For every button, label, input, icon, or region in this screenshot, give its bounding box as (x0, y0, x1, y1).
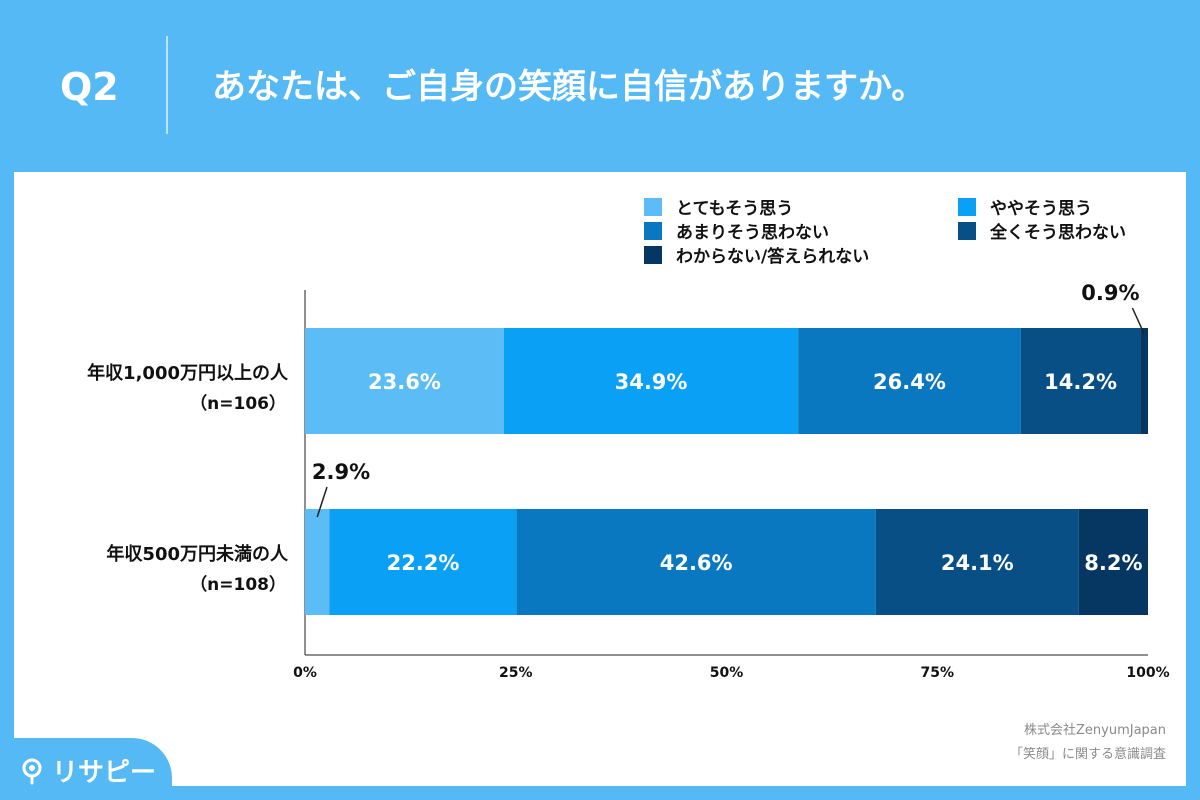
x-tick-label: 0% (293, 665, 317, 681)
data-label: 26.4% (873, 370, 946, 394)
bar-segment (875, 509, 1079, 615)
bar-segment (1020, 328, 1141, 434)
source-survey: 「笑顔」に関する意識調査 (1009, 747, 1166, 762)
question-number: Q2 (60, 65, 119, 109)
source-company: 株式会社ZenyumJapan (1024, 723, 1166, 738)
legend-swatch (644, 246, 662, 264)
data-label: 34.9% (615, 370, 688, 394)
data-label: 42.6% (660, 551, 733, 575)
legend-swatch (644, 222, 662, 240)
legend-label: あまりそう思わない (676, 223, 829, 243)
logo-tab (0, 738, 172, 800)
bar-segment (516, 509, 876, 615)
data-label: 22.2% (387, 551, 460, 575)
data-label: 24.1% (941, 551, 1014, 575)
bar-segment (798, 328, 1021, 434)
legend-swatch (958, 198, 976, 216)
logo-text: リサピー (52, 758, 157, 788)
bar-segment (305, 509, 330, 615)
x-tick-label: 25% (499, 665, 533, 681)
header: Q2 あなたは、ご自身の笑顔に自信がありますか。 (0, 0, 1200, 170)
bar-segment (1078, 509, 1148, 615)
callout-line (316, 486, 328, 518)
x-tick-label: 50% (710, 665, 744, 681)
bar-segment (1140, 328, 1148, 434)
chart-panel (14, 172, 1186, 786)
category-n-label: （n=106） (190, 393, 286, 414)
x-tick-label: 75% (920, 665, 954, 681)
pin-icon (22, 758, 42, 784)
category-label: 年収1,000万円以上の人 (87, 362, 289, 384)
data-label: 23.6% (368, 370, 441, 394)
header-divider (166, 36, 168, 134)
bar-segment (503, 328, 799, 434)
legend-label: ややそう思う (990, 199, 1092, 219)
callout-line (1131, 307, 1145, 335)
legend-label: とてもそう思う (676, 199, 793, 219)
data-label: 8.2% (1084, 551, 1142, 575)
category-label: 年収500万円未満の人 (106, 543, 289, 565)
data-label: 0.9% (1081, 281, 1139, 305)
question-title: あなたは、ご自身の笑顔に自信がありますか。 (212, 67, 926, 107)
bar-segment (329, 509, 517, 615)
data-label: 2.9% (312, 460, 370, 484)
bar-segment (305, 328, 504, 434)
data-label: 14.2% (1044, 370, 1117, 394)
x-tick-label: 100% (1126, 665, 1169, 681)
category-n-label: （n=108） (190, 574, 286, 595)
legend-swatch (958, 222, 976, 240)
legend-label: わからない/答えられない (676, 246, 869, 267)
brand-logo: リサピー (18, 752, 156, 789)
legend-swatch (644, 198, 662, 216)
legend-label: 全くそう思わない (989, 222, 1126, 243)
